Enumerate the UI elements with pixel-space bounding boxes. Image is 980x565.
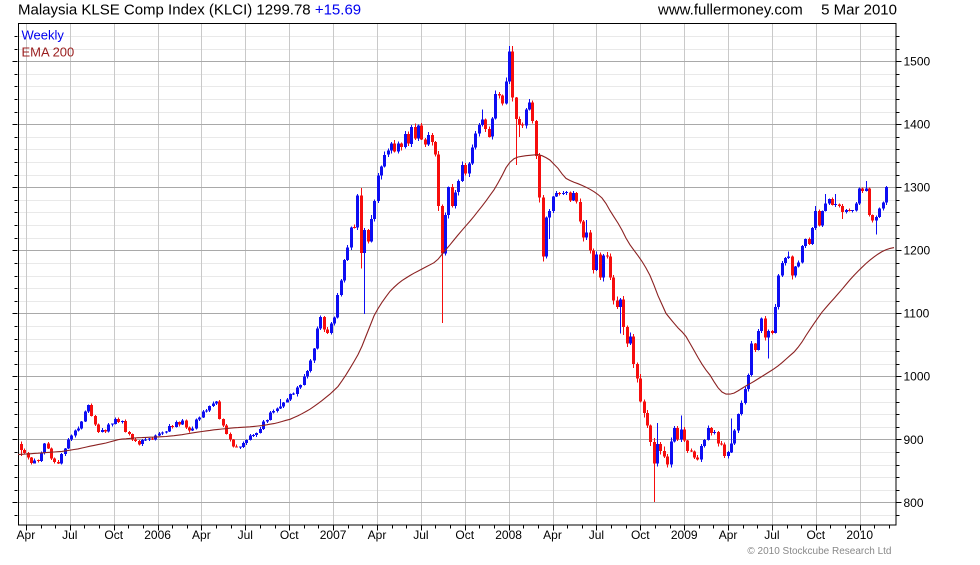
svg-text:1100: 1100 xyxy=(904,307,930,321)
svg-text:Oct: Oct xyxy=(631,528,650,542)
svg-text:1500: 1500 xyxy=(904,55,931,69)
svg-text:Apr: Apr xyxy=(368,528,387,542)
svg-text:Oct: Oct xyxy=(104,528,123,542)
svg-text:Apr: Apr xyxy=(543,528,562,542)
svg-text:Oct: Oct xyxy=(280,528,299,542)
svg-text:800: 800 xyxy=(904,496,924,510)
svg-text:2010: 2010 xyxy=(846,528,873,542)
svg-text:1300: 1300 xyxy=(904,181,931,195)
svg-text:Weekly: Weekly xyxy=(22,28,65,43)
svg-text:Apr: Apr xyxy=(719,528,738,542)
svg-text:Jul: Jul xyxy=(413,528,428,542)
svg-text:1000: 1000 xyxy=(904,370,931,384)
svg-text:Jul: Jul xyxy=(589,528,604,542)
svg-text:2008: 2008 xyxy=(495,528,522,542)
svg-text:Oct: Oct xyxy=(806,528,825,542)
svg-text:1400: 1400 xyxy=(904,118,931,132)
svg-text:Malaysia KLSE Comp Index (KLCI: Malaysia KLSE Comp Index (KLCI) 1299.78 … xyxy=(18,2,361,19)
svg-text:www.fullermoney.com: www.fullermoney.com xyxy=(657,2,803,19)
svg-text:Jul: Jul xyxy=(62,528,77,542)
svg-text:1200: 1200 xyxy=(904,244,931,258)
svg-text:© 2010 Stockcube Research Ltd: © 2010 Stockcube Research Ltd xyxy=(747,546,891,557)
svg-text:Apr: Apr xyxy=(192,528,211,542)
svg-text:2009: 2009 xyxy=(671,528,698,542)
svg-text:5 Mar 2010: 5 Mar 2010 xyxy=(821,2,897,19)
svg-text:Apr: Apr xyxy=(17,528,36,542)
svg-text:Jul: Jul xyxy=(764,528,779,542)
svg-text:Oct: Oct xyxy=(455,528,474,542)
svg-text:EMA 200: EMA 200 xyxy=(22,45,75,60)
svg-text:2006: 2006 xyxy=(144,528,171,542)
svg-text:2007: 2007 xyxy=(320,528,347,542)
svg-text:900: 900 xyxy=(904,433,924,447)
svg-text:Jul: Jul xyxy=(238,528,253,542)
